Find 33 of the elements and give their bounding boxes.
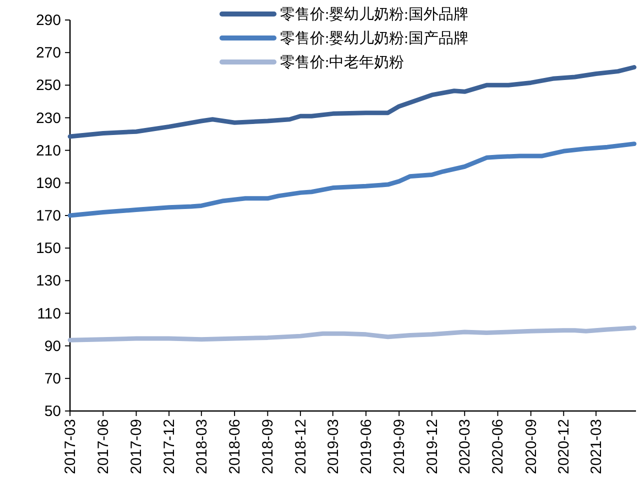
x-tick-label: 2019-09 — [391, 419, 408, 474]
y-tick-label: 230 — [36, 110, 61, 127]
y-tick-label: 110 — [37, 305, 61, 322]
x-tick-label: 2018-06 — [226, 419, 244, 474]
x-tick-label: 2019-12 — [424, 419, 441, 474]
y-tick-label: 290 — [36, 12, 61, 29]
y-tick-label: 250 — [36, 77, 61, 94]
y-tick-label: 190 — [36, 174, 61, 192]
y-tick-label: 90 — [44, 338, 61, 355]
y-tick-label: 270 — [36, 44, 61, 62]
y-tick-label: 50 — [44, 403, 61, 420]
x-tick-label: 2017-03 — [62, 419, 79, 474]
legend-label: 零售价:婴幼儿奶粉:国外品牌 — [280, 6, 468, 23]
y-tick-label: 130 — [36, 272, 61, 290]
y-tick-label: 170 — [36, 208, 61, 224]
x-tick-label: 2017-12 — [161, 419, 178, 474]
x-tick-label: 2019-06 — [358, 419, 375, 474]
y-tick-label: 150 — [36, 240, 61, 258]
x-tick-label: 2019-03 — [324, 419, 342, 474]
y-tick-label: 210 — [36, 142, 61, 160]
legend-label: 零售价:婴幼儿奶粉:国产品牌 — [280, 30, 468, 47]
x-tick-label: 2017-06 — [95, 419, 112, 474]
y-tick-label: 70 — [44, 370, 61, 388]
x-tick-label: 2020-09 — [522, 419, 540, 474]
legend-label: 零售价:中老年奶粉 — [280, 54, 404, 71]
x-tick-label: 2020-12 — [556, 419, 573, 474]
x-tick-label: 2018-09 — [260, 419, 277, 474]
x-tick-label: 2020-06 — [490, 419, 507, 474]
x-tick-label: 2020-03 — [456, 419, 474, 474]
x-tick-label: 2018-12 — [292, 419, 310, 474]
x-tick-label: 2018-03 — [193, 419, 210, 474]
x-tick-label: 2017-09 — [128, 419, 146, 474]
x-tick-label: 2021-03 — [588, 419, 606, 474]
